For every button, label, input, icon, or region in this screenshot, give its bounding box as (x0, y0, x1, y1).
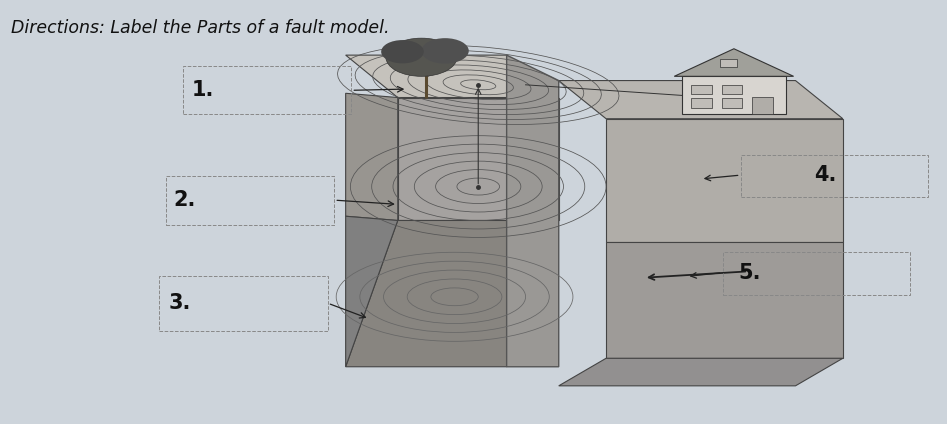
Polygon shape (606, 119, 843, 242)
Bar (720, 59, 737, 67)
Bar (183, 66, 351, 114)
Bar (691, 98, 712, 108)
Polygon shape (507, 55, 559, 367)
Polygon shape (346, 220, 559, 367)
Ellipse shape (381, 40, 424, 64)
Polygon shape (346, 216, 398, 367)
Bar (752, 97, 773, 114)
Bar (166, 176, 334, 225)
Polygon shape (346, 93, 398, 220)
Bar (691, 85, 712, 94)
Bar (741, 155, 928, 197)
Polygon shape (398, 98, 559, 220)
Polygon shape (559, 81, 843, 119)
Text: 2.: 2. (173, 190, 196, 210)
Polygon shape (559, 358, 843, 386)
Bar (159, 276, 328, 331)
Text: 1.: 1. (191, 80, 214, 100)
Bar (723, 252, 910, 295)
Text: 5.: 5. (739, 262, 761, 283)
Text: 3.: 3. (169, 293, 191, 313)
Bar (682, 76, 786, 114)
Polygon shape (674, 49, 794, 76)
Text: Directions: Label the Parts of a fault model.: Directions: Label the Parts of a fault m… (11, 19, 390, 37)
Bar (722, 85, 742, 94)
Ellipse shape (421, 38, 469, 64)
Polygon shape (346, 55, 559, 98)
Polygon shape (606, 242, 843, 358)
Bar (722, 98, 742, 108)
Text: 4.: 4. (814, 165, 837, 185)
Ellipse shape (386, 38, 457, 76)
